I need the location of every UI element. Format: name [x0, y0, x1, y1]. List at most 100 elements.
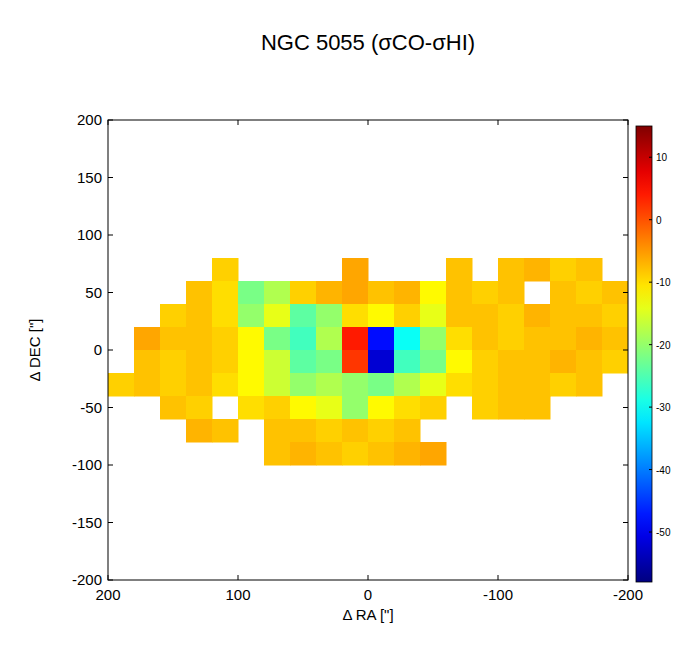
cell [602, 350, 628, 374]
cell [420, 304, 447, 328]
cell [524, 327, 551, 351]
cell [446, 350, 473, 374]
x-tick-label: -100 [483, 586, 513, 603]
cell [420, 327, 447, 351]
cell [498, 396, 525, 420]
colorbar-tick [649, 469, 652, 470]
cells [108, 258, 628, 466]
colorbar-tick-label: -50 [656, 527, 671, 538]
x-tick [628, 120, 629, 125]
cell [446, 327, 473, 351]
cell [420, 373, 447, 397]
cell [498, 304, 525, 328]
x-tick [628, 575, 629, 580]
cell [472, 396, 499, 420]
x-tick-label: 0 [364, 586, 372, 603]
colorbar-tick-label: -40 [656, 465, 671, 476]
cell [368, 350, 395, 374]
y-tick [108, 580, 113, 581]
cell [472, 281, 499, 305]
cell [238, 396, 265, 420]
colorbar-tick-label: 0 [656, 215, 662, 226]
frame [108, 120, 628, 580]
cell [524, 258, 551, 282]
cell [238, 373, 265, 397]
x-tick [368, 575, 369, 580]
cell [342, 419, 369, 443]
y-tick [108, 120, 113, 121]
cell [160, 396, 187, 420]
y-tick [108, 407, 113, 408]
y-tick-label: 50 [85, 284, 102, 301]
y-axis-title: Δ DEC ["] [26, 319, 43, 382]
cell [264, 373, 291, 397]
cell [368, 373, 395, 397]
cell [290, 396, 317, 420]
cell [472, 327, 499, 351]
cell [290, 419, 317, 443]
cell [550, 350, 577, 374]
cell [264, 327, 291, 351]
cell [576, 350, 603, 374]
cell [108, 373, 135, 397]
cell [342, 281, 369, 305]
cell [238, 350, 265, 374]
cell [576, 258, 603, 282]
y-tick-label: -50 [80, 399, 102, 416]
colorbar-tick [649, 219, 652, 220]
y-tick-label: -200 [72, 571, 102, 588]
y-tick [623, 580, 628, 581]
cell [394, 304, 421, 328]
cell [160, 350, 187, 374]
cell [212, 373, 239, 397]
colorbar-tick [649, 157, 652, 158]
cell [446, 373, 473, 397]
cell [316, 442, 343, 466]
cell [394, 327, 421, 351]
cell [342, 258, 369, 282]
x-tick-label: 100 [225, 586, 250, 603]
cell [264, 442, 291, 466]
cell [186, 281, 213, 305]
cell [264, 350, 291, 374]
y-tick [108, 350, 113, 351]
x-tick [498, 575, 499, 580]
cell [264, 419, 291, 443]
cell [576, 373, 603, 397]
y-tick [108, 522, 113, 523]
cell [238, 304, 265, 328]
cell [316, 350, 343, 374]
cell [186, 373, 213, 397]
cell [212, 281, 239, 305]
cell [290, 373, 317, 397]
colorbar [636, 126, 652, 582]
cell [290, 350, 317, 374]
cell [420, 350, 447, 374]
colorbar-tick [649, 344, 652, 345]
cell [368, 281, 395, 305]
y-tick-label: -150 [72, 514, 102, 531]
cell [602, 281, 628, 305]
cell [576, 281, 603, 305]
cell [160, 327, 187, 351]
cell [264, 304, 291, 328]
cell [212, 304, 239, 328]
cell [186, 350, 213, 374]
cell [498, 258, 525, 282]
colorbar-tick-label: -20 [656, 340, 671, 351]
x-tick [238, 575, 239, 580]
title: NGC 5055 (σCO-σHI) [261, 30, 475, 55]
cell [576, 304, 603, 328]
cell [368, 327, 395, 351]
cell [368, 396, 395, 420]
cell [290, 327, 317, 351]
cell [368, 304, 395, 328]
cell [550, 304, 577, 328]
x-tick [368, 120, 369, 125]
cell [186, 396, 213, 420]
y-tick-label: 200 [77, 111, 102, 128]
x-tick [498, 120, 499, 125]
y-tick [623, 120, 628, 121]
cell [446, 304, 473, 328]
cell [342, 304, 369, 328]
